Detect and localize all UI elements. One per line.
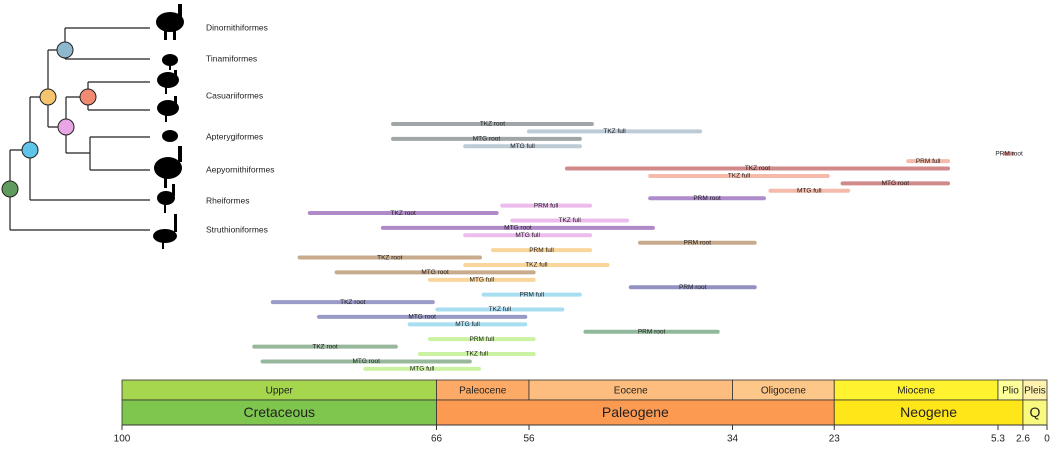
bar-label: PRM root (684, 239, 712, 246)
taxon-label: Rheiformes (206, 195, 249, 205)
epoch-label: Plio (1002, 386, 1019, 397)
x-tick-label: 66 (431, 434, 443, 445)
bar-label: PRM full (534, 202, 559, 209)
bar-label: MTG full (455, 321, 480, 328)
taxon-label: Apterygiformes (206, 131, 263, 141)
x-tick-label: 34 (727, 434, 739, 445)
x-tick-label: 56 (523, 434, 535, 445)
bar-label: TKZ root (377, 254, 402, 261)
period-label: Neogene (900, 404, 957, 420)
bar-label: TKZ full (558, 217, 581, 224)
bar-label: MTG full (470, 277, 495, 284)
bar-label: MTG root (882, 180, 910, 187)
taxon-label: Aepyornithiformes (206, 164, 275, 174)
period-box (833, 399, 1024, 426)
bar-label: TKZ root (340, 299, 365, 306)
bar-label: MTG full (410, 366, 435, 373)
x-tick-label: 5.3 (991, 434, 1005, 445)
bar-label: TKZ full (489, 306, 512, 313)
bar-label: MTG full (510, 143, 535, 150)
bar-label: MTG root (421, 269, 449, 276)
period-label: Q (1030, 404, 1041, 420)
epoch-label: Pleis (1024, 386, 1046, 397)
taxon-label: Struthioniformes (206, 224, 268, 234)
taxon-label: Dinornithiformes (206, 22, 268, 32)
bar-label: MTG root (504, 225, 532, 232)
taxon-label: Casuariiformes (206, 90, 263, 100)
x-tick-label: 100 (114, 434, 131, 445)
bar-label: PRM full (470, 336, 495, 343)
bar-label: TKZ full (466, 351, 489, 358)
bar-label: TKZ root (391, 210, 416, 217)
period-label: Paleogene (602, 404, 669, 420)
bar-label: PRM full (916, 158, 941, 165)
bar-label: TKZ full (603, 128, 626, 135)
bar-label: PRM root (995, 150, 1023, 157)
epoch-label: Eocene (614, 386, 648, 397)
bar-label: PRM root (693, 195, 721, 202)
bar-label: TKZ full (525, 262, 548, 269)
period-box (121, 399, 437, 426)
epoch-label: Upper (266, 386, 294, 397)
bar-label: TKZ root (745, 165, 770, 172)
silhouettes (153, 4, 184, 249)
x-tick-label: 23 (829, 434, 841, 445)
phylogeny (1, 27, 150, 231)
bar-label: MTG full (797, 187, 822, 194)
bar-label: TKZ root (480, 121, 505, 128)
bar-label: TKZ full (728, 173, 751, 180)
bar-label: MTG full (515, 232, 540, 239)
bar-label: PRM root (679, 284, 707, 291)
bar-label: MTG root (473, 136, 501, 143)
x-tick-label: 2.6 (1016, 434, 1030, 445)
bar-label: TKZ root (312, 343, 337, 350)
period-label: Cretaceous (243, 404, 315, 420)
epoch-label: Oligocene (761, 386, 806, 397)
period-box (436, 399, 835, 426)
x-tick-label: 0 (1044, 434, 1050, 445)
epoch-label: Paleocene (459, 386, 507, 397)
period-box (1022, 399, 1048, 426)
bar-label: PRM full (529, 247, 554, 254)
bar-label: MTG root (352, 358, 380, 365)
taxon-label: Tinamiformes (206, 53, 257, 63)
epoch-label: Miocene (897, 386, 935, 397)
bar-label: PRM full (519, 291, 544, 298)
bar-label: MTG root (408, 314, 436, 321)
bar-label: PRM root (638, 328, 666, 335)
